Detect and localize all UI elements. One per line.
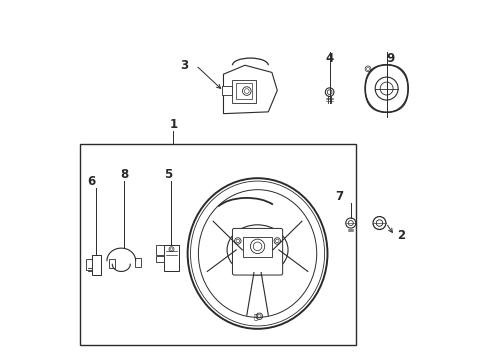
Bar <box>135 258 141 267</box>
Bar <box>232 80 256 103</box>
Text: 4: 4 <box>325 51 333 64</box>
Bar <box>80 144 356 345</box>
Bar <box>164 244 179 271</box>
Bar <box>109 259 115 268</box>
Text: 6: 6 <box>87 175 96 188</box>
Bar <box>86 259 92 270</box>
Bar <box>221 86 232 95</box>
Text: 9: 9 <box>386 51 394 64</box>
Text: 5: 5 <box>164 168 172 181</box>
FancyBboxPatch shape <box>232 228 283 275</box>
Polygon shape <box>365 65 408 112</box>
Bar <box>156 244 164 255</box>
Text: 1: 1 <box>169 118 177 131</box>
Text: 7: 7 <box>335 190 343 203</box>
Polygon shape <box>223 65 277 114</box>
Text: 8: 8 <box>120 168 128 181</box>
Bar <box>236 83 252 99</box>
Bar <box>156 256 164 262</box>
Bar <box>243 237 272 257</box>
Text: ᗝ: ᗝ <box>254 313 258 320</box>
Text: 2: 2 <box>397 229 405 242</box>
Text: 3: 3 <box>180 59 188 72</box>
Bar <box>92 255 101 275</box>
